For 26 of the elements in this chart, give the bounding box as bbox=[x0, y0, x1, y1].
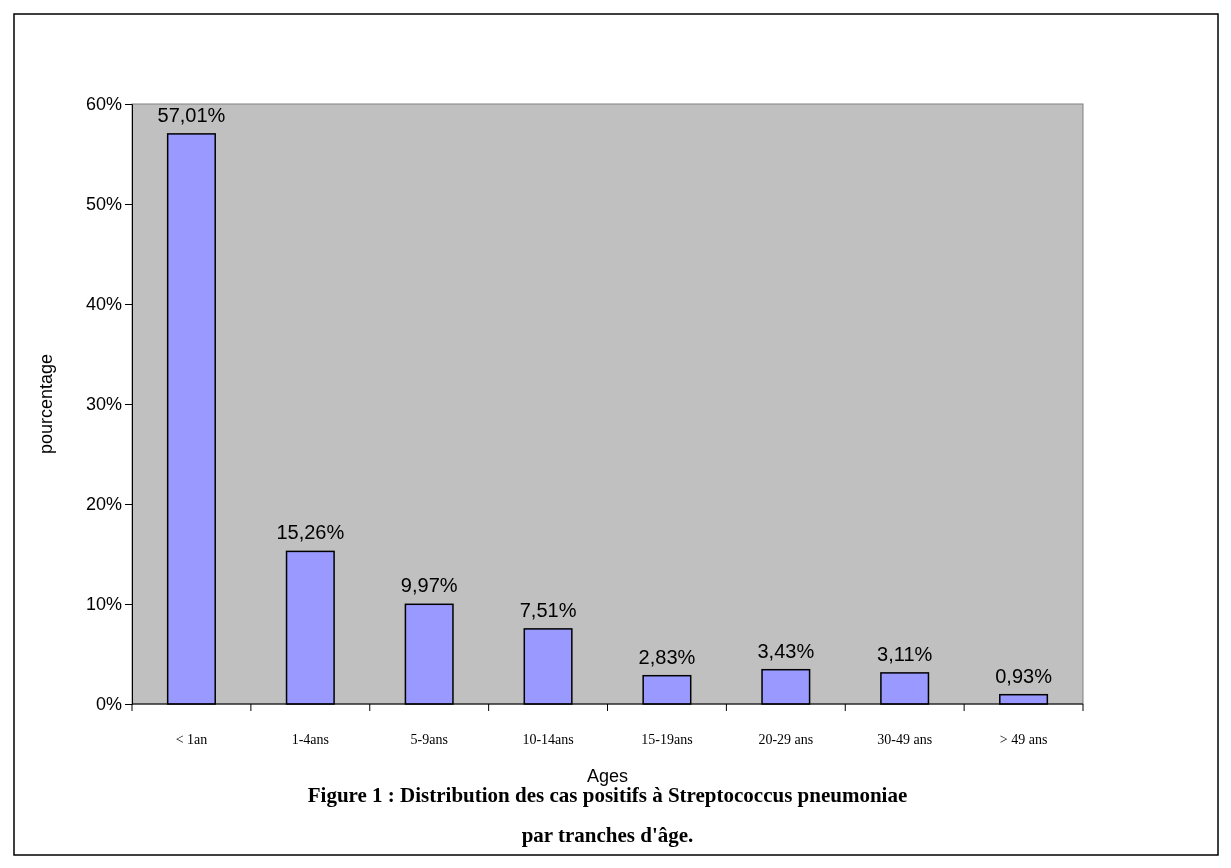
data-label: 3,43% bbox=[757, 639, 815, 662]
y-axis-title: pourcentage bbox=[36, 353, 56, 455]
y-tick-label: 0% bbox=[95, 694, 122, 715]
x-tick-label: > 49 ans bbox=[999, 731, 1048, 747]
data-label: 9,97% bbox=[400, 574, 458, 597]
y-tick-label: 50% bbox=[85, 194, 122, 215]
data-label: 2,83% bbox=[638, 645, 696, 668]
x-tick-label: < 1an bbox=[175, 731, 208, 747]
text: par tranches d'âge. bbox=[521, 823, 694, 847]
x-axis-title: Ages bbox=[586, 766, 629, 786]
data-label: 7,51% bbox=[519, 598, 577, 621]
y-tick-label: 40% bbox=[85, 294, 122, 315]
data-label: 3,11% bbox=[877, 642, 933, 665]
data-label: 0,93% bbox=[995, 664, 1053, 687]
y-tick-label: 10% bbox=[85, 594, 122, 615]
data-label: 15,26% bbox=[276, 521, 345, 544]
x-tick-label: 1-4ans bbox=[291, 731, 329, 747]
x-tick-label: 5-9ans bbox=[410, 731, 448, 747]
y-tick-label: 60% bbox=[85, 94, 122, 115]
x-tick-label: 10-14ans bbox=[522, 731, 574, 747]
y-tick-label: 30% bbox=[85, 394, 122, 415]
x-tick-label: 30-49 ans bbox=[877, 731, 933, 747]
y-tick-label: 20% bbox=[85, 494, 122, 515]
x-tick-label: 15-19ans bbox=[641, 731, 693, 747]
data-label: 57,01% bbox=[157, 104, 226, 126]
x-tick-label: 20-29 ans bbox=[758, 731, 814, 747]
